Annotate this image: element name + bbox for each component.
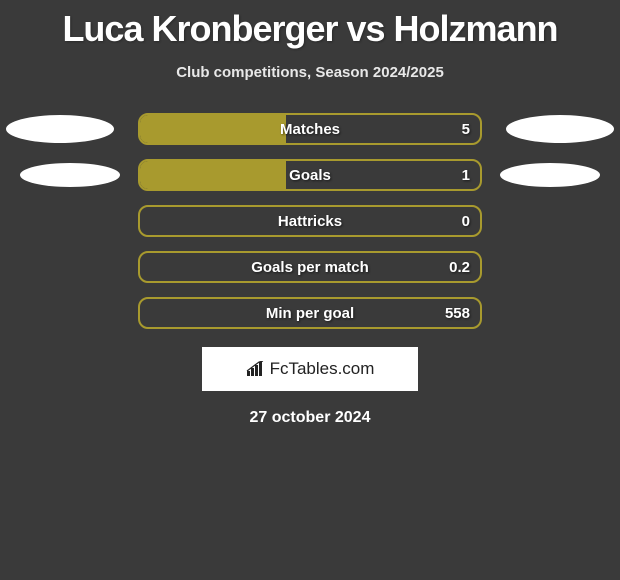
stat-value: 5 <box>462 121 470 138</box>
stat-label: Goals <box>289 167 331 184</box>
stat-value: 0.2 <box>449 259 470 276</box>
stat-bar: Goals per match 0.2 <box>138 251 482 283</box>
ellipse-right <box>500 163 600 187</box>
brand-text: FcTables.com <box>270 359 375 379</box>
subtitle: Club competitions, Season 2024/2025 <box>0 64 620 81</box>
stat-label: Matches <box>280 121 340 138</box>
stats-container: Matches 5 Goals 1 Hattricks 0 Goals per match 0… <box>0 113 620 329</box>
brand-box[interactable]: FcTables.com <box>202 347 418 391</box>
stat-bar: Goals 1 <box>138 159 482 191</box>
stat-row: Hattricks 0 <box>0 205 620 237</box>
stat-row: Goals 1 <box>0 159 620 191</box>
stat-row: Min per goal 558 <box>0 297 620 329</box>
stat-label: Hattricks <box>278 213 342 230</box>
stat-label: Goals per match <box>251 259 369 276</box>
page-title: Luca Kronberger vs Holzmann <box>0 0 620 50</box>
stat-row: Goals per match 0.2 <box>0 251 620 283</box>
stat-bar: Min per goal 558 <box>138 297 482 329</box>
brand-label: FcTables.com <box>246 359 375 379</box>
stat-value: 0 <box>462 213 470 230</box>
ellipse-right <box>506 115 614 143</box>
stat-value: 558 <box>445 305 470 322</box>
ellipse-left <box>6 115 114 143</box>
stat-bar-fill <box>140 161 286 189</box>
ellipse-left <box>20 163 120 187</box>
date-label: 27 october 2024 <box>0 409 620 427</box>
stat-value: 1 <box>462 167 470 184</box>
stat-bar: Matches 5 <box>138 113 482 145</box>
stat-row: Matches 5 <box>0 113 620 145</box>
stat-label: Min per goal <box>266 305 354 322</box>
stat-bar: Hattricks 0 <box>138 205 482 237</box>
barchart-icon <box>246 361 266 377</box>
stat-bar-fill <box>140 115 286 143</box>
